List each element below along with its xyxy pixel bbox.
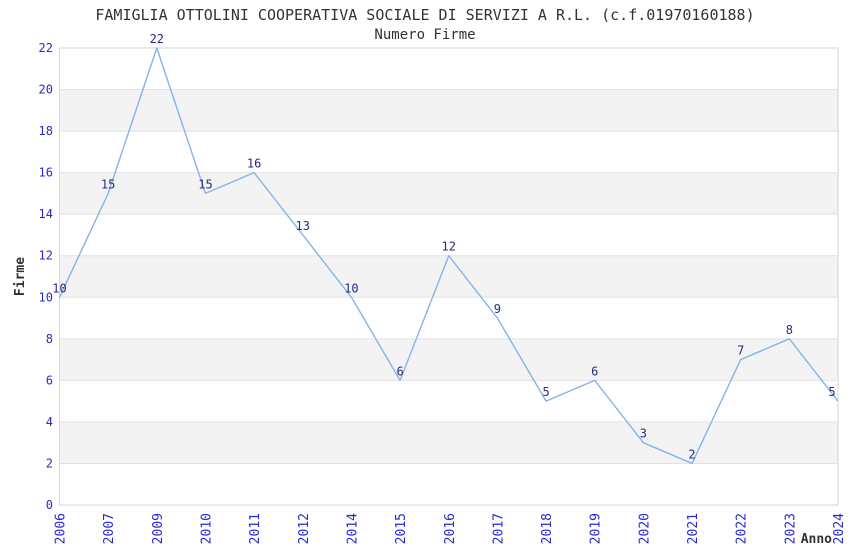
plot-border (59, 47, 839, 506)
data-series-line (58, 47, 839, 465)
data-point-label: 10 (52, 281, 66, 295)
data-point-label: 6 (591, 364, 598, 378)
plot-band (59, 89, 838, 132)
y-tick-label: 22 (39, 41, 53, 55)
x-tick-label: 2022 (735, 513, 750, 544)
x-tick-label: 2023 (783, 513, 798, 544)
x-tick-label: 2007 (102, 513, 117, 544)
data-point-label: 22 (150, 32, 164, 46)
data-point-label: 6 (396, 364, 403, 378)
data-point-label: 8 (786, 323, 793, 337)
plot-band (59, 421, 838, 464)
plot-band (59, 338, 838, 381)
chart-subtitle: Numero Firme (374, 27, 476, 43)
y-tick-label: 2 (46, 456, 53, 470)
y-tick-label: 12 (39, 249, 53, 263)
x-tick-label: 2006 (54, 513, 69, 544)
x-tick-label: 2011 (248, 513, 263, 544)
x-tick-label: 2010 (199, 513, 214, 544)
y-tick-label: 20 (39, 83, 53, 97)
data-labels: 10 15 22 15 16 13 10 6 12 9 5 6 3 2 7 8 5 (52, 32, 835, 461)
x-tick-label: 2016 (443, 513, 458, 544)
data-point-label: 13 (296, 219, 310, 233)
plot-bands (59, 89, 838, 464)
y-tick-label: 8 (46, 332, 53, 346)
y-tick-label: 18 (39, 124, 53, 138)
x-tick-label: 2019 (589, 513, 604, 544)
x-tick-label: 2015 (394, 513, 409, 544)
data-point-label: 2 (688, 447, 695, 461)
y-tick-label: 6 (46, 373, 53, 387)
x-tick-label: 2024 (832, 513, 847, 544)
y-tick-label: 4 (46, 415, 53, 429)
plot-band (59, 255, 838, 298)
grid-lines (59, 89, 838, 464)
x-tick-label: 2021 (686, 513, 701, 544)
data-point-label: 5 (828, 385, 835, 399)
x-tick-label: 2012 (297, 513, 312, 544)
plot-band (59, 172, 838, 215)
y-tick-label: 10 (39, 290, 53, 304)
y-tick-label: 0 (46, 498, 53, 512)
y-axis-title: Firme (13, 257, 28, 296)
y-tick-label: 16 (39, 166, 53, 180)
data-point-label: 15 (101, 177, 115, 191)
x-tick-label: 2020 (637, 513, 652, 544)
chart-title: FAMIGLIA OTTOLINI COOPERATIVA SOCIALE DI… (95, 6, 755, 24)
y-tick-label: 14 (39, 207, 53, 221)
x-axis-ticks: 2006 2007 2009 2010 2011 2012 2014 2015 2016 2017… (54, 513, 848, 544)
data-point-label: 9 (494, 302, 501, 316)
x-axis-title: Anno (801, 532, 832, 547)
y-axis-ticks: 0 2 4 6 8 10 12 14 16 18 20 22 (39, 41, 53, 512)
data-point-label: 3 (640, 427, 647, 441)
x-tick-label: 2009 (151, 513, 166, 544)
data-point-label: 7 (737, 344, 744, 358)
data-point-label: 10 (344, 281, 358, 295)
data-point-label: 15 (198, 177, 212, 191)
x-tick-label: 2017 (491, 513, 506, 544)
data-point-label: 5 (542, 385, 549, 399)
data-point-label: 12 (442, 240, 456, 254)
x-tick-label: 2014 (345, 513, 360, 544)
data-point-label: 16 (247, 157, 261, 171)
x-tick-label: 2018 (540, 513, 555, 544)
